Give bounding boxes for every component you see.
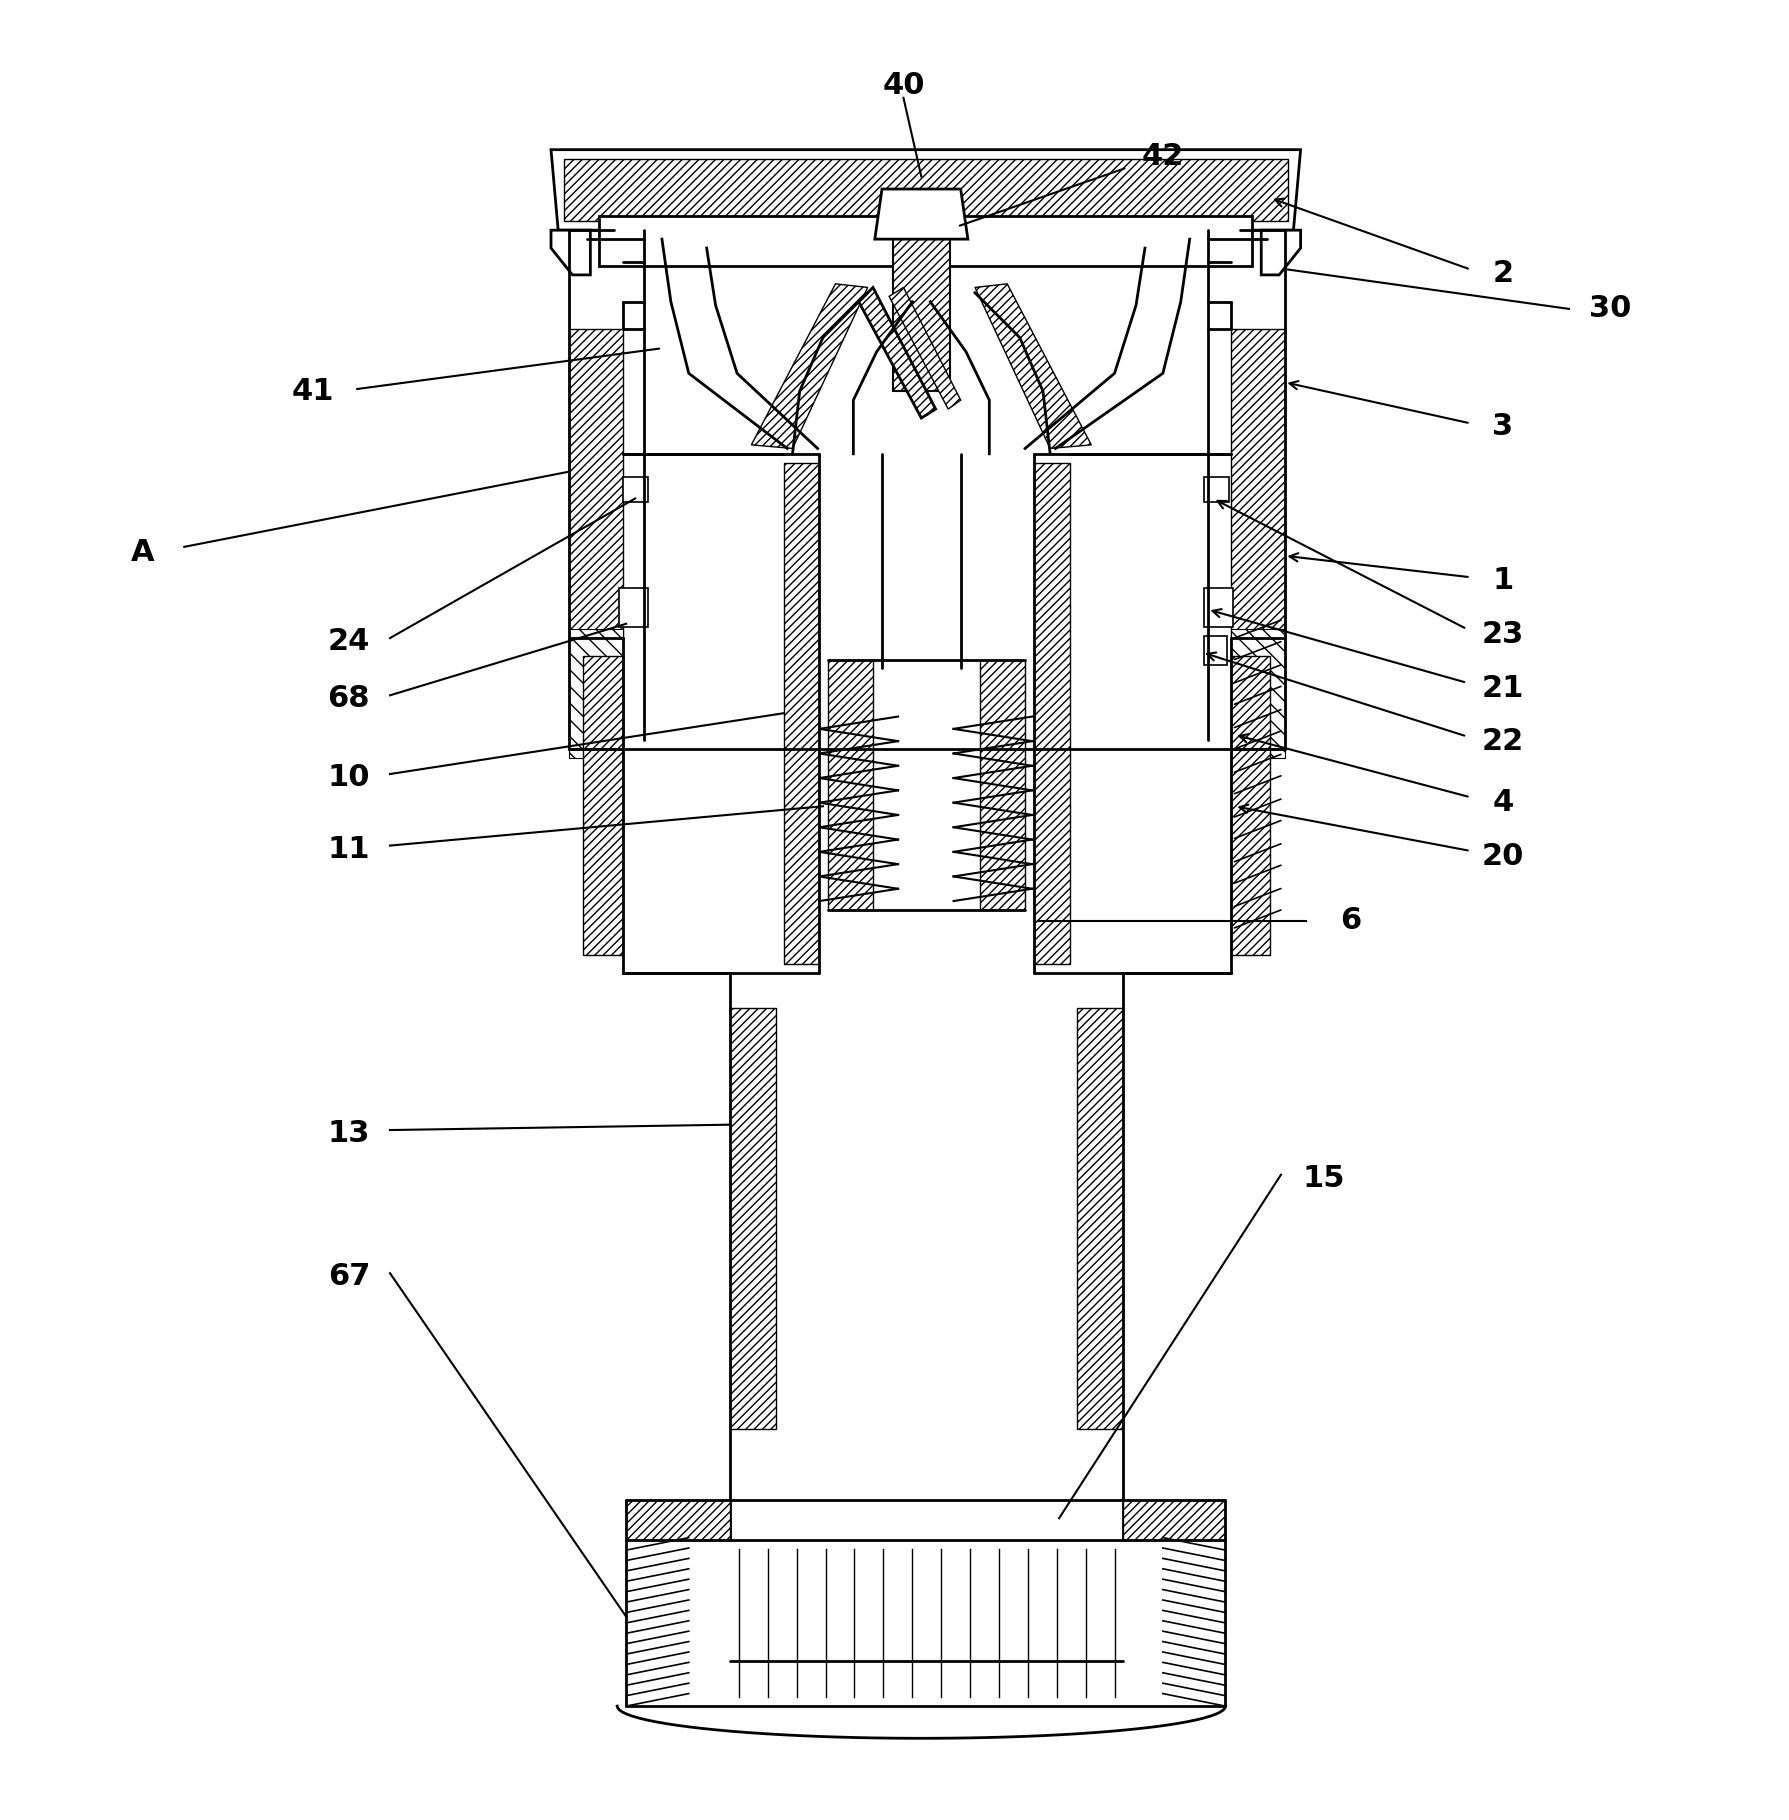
Bar [1034,462,1070,963]
Text: 22: 22 [1481,728,1524,757]
Bar [730,1008,776,1429]
Bar [583,655,623,956]
Bar [1204,588,1233,628]
Text: 42: 42 [1141,142,1184,171]
Text: 10: 10 [327,763,370,792]
Polygon shape [551,149,1301,229]
Polygon shape [751,284,868,448]
Bar [564,158,1288,222]
Polygon shape [859,288,936,419]
Bar [784,462,819,963]
Text: 6: 6 [1340,906,1361,935]
Text: 13: 13 [327,1119,370,1148]
Text: 40: 40 [882,71,925,100]
Polygon shape [875,189,968,238]
Text: A: A [131,537,156,566]
Bar [619,588,648,628]
Bar [1231,655,1270,956]
Bar [730,1500,1123,1540]
Bar [623,477,648,502]
Bar [599,217,1252,266]
Polygon shape [889,288,961,410]
Bar [828,659,873,910]
Text: 2: 2 [1492,258,1513,288]
Text: 30: 30 [1589,295,1632,324]
Text: 4: 4 [1492,788,1513,817]
Bar [980,659,1025,910]
Text: 3: 3 [1492,413,1513,442]
Polygon shape [975,284,1091,448]
Bar [626,1500,730,1540]
Text: 23: 23 [1481,621,1524,650]
Text: 67: 67 [327,1263,370,1290]
Bar [1204,637,1227,664]
Text: 68: 68 [327,684,370,713]
Text: 11: 11 [327,835,370,864]
Text: 41: 41 [292,377,335,406]
Bar [1077,1008,1123,1429]
Bar [1231,630,1285,757]
Text: 15: 15 [1302,1163,1345,1192]
Bar [1231,329,1285,741]
Text: 24: 24 [327,628,370,657]
Bar [893,238,950,391]
Bar [569,329,623,741]
Text: 20: 20 [1481,843,1524,870]
Text: 1: 1 [1492,566,1513,595]
Bar [1204,477,1229,502]
Polygon shape [551,229,590,275]
Bar [569,630,623,757]
Text: 21: 21 [1481,673,1524,703]
Bar [1123,1500,1225,1540]
Polygon shape [1261,229,1301,275]
